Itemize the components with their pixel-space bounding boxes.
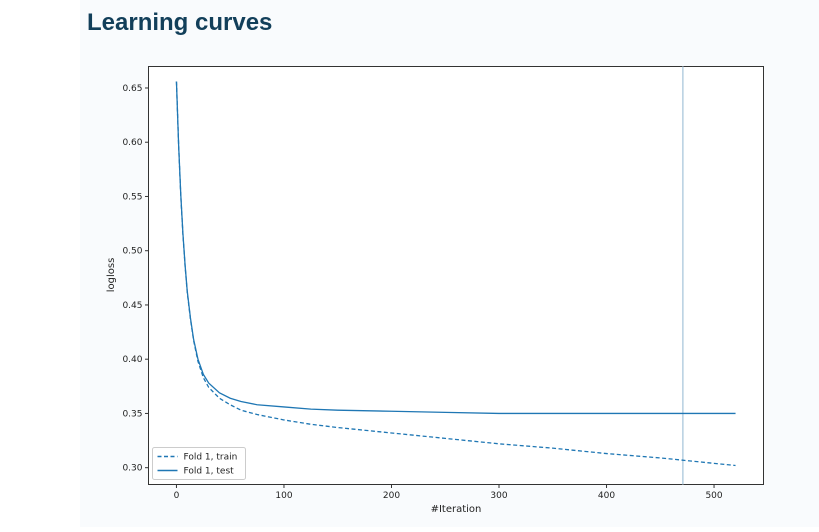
learning-curves-chart-container: 0 100 200 300 400 500 0.30 0.35 0.40 0.45 0.50 0.5… (80, 44, 819, 527)
x-axis-label: #Iteration (431, 504, 482, 515)
x-tick-label: 200 (383, 491, 400, 501)
section-title: Learning curves (87, 9, 273, 36)
y-tick-label: 0.40 (122, 355, 142, 365)
x-tick-label: 300 (490, 491, 507, 501)
learning-curves-chart: 0 100 200 300 400 500 0.30 0.35 0.40 0.45 0.50 0.5… (106, 66, 764, 515)
plot-area (148, 66, 764, 485)
legend-label: Fold 1, test (184, 467, 235, 477)
y-tick-label: 0.65 (122, 84, 142, 94)
y-axis-ticks: 0.30 0.35 0.40 0.45 0.50 0.55 0.60 0.65 (122, 84, 149, 474)
x-axis-ticks: 0 100 200 300 400 500 (174, 484, 723, 501)
y-tick-label: 0.35 (122, 409, 142, 419)
legend-label: Fold 1, train (184, 453, 238, 463)
y-tick-label: 0.45 (122, 301, 142, 311)
series-line-test (175, 81, 736, 415)
legend-box (152, 447, 246, 480)
series-layer (175, 81, 736, 467)
y-tick-label: 0.60 (122, 138, 142, 148)
legend: Fold 1, train Fold 1, test (152, 447, 246, 480)
y-tick-label: 0.50 (122, 247, 142, 257)
x-tick-label: 100 (275, 491, 292, 501)
x-tick-label: 0 (174, 491, 180, 501)
x-tick-label: 400 (598, 491, 615, 501)
y-axis-label: logloss (106, 258, 117, 293)
y-tick-label: 0.55 (122, 192, 142, 202)
y-tick-label: 0.30 (122, 464, 142, 474)
x-tick-label: 500 (705, 491, 722, 501)
